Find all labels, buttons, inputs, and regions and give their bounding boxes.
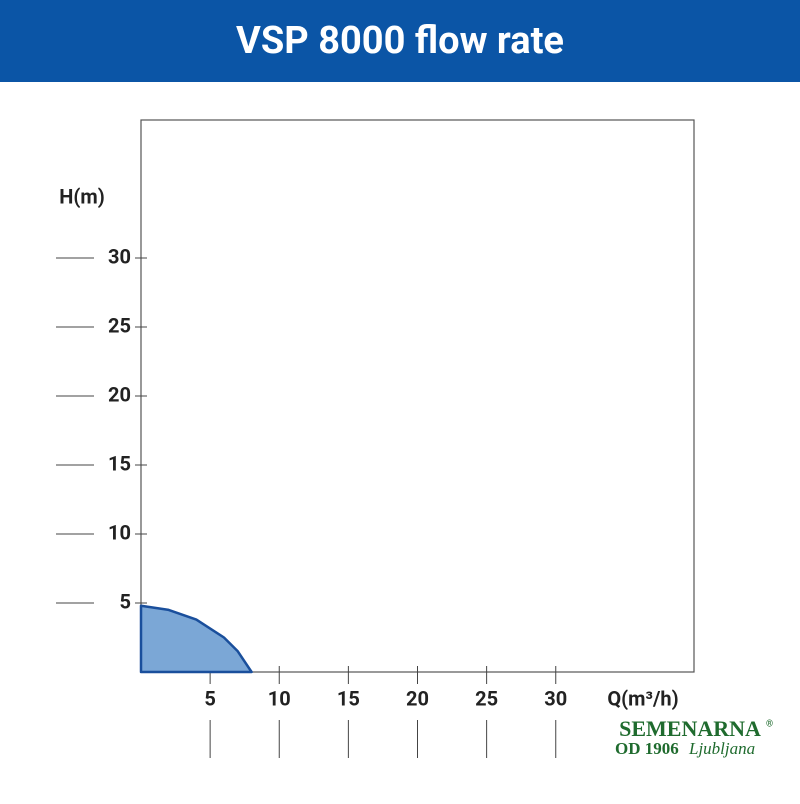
x-tick-label: 30 [544,686,567,710]
y-tick-label: 5 [120,589,131,613]
y-tick-label: 15 [108,451,131,475]
logo-mark: ® [766,719,773,729]
y-tick-label: 25 [108,313,131,337]
logo-name: SEMENARNA [619,716,761,741]
area [141,605,252,672]
header-band [0,0,800,82]
logo-since: OD 1906 [615,739,679,758]
chart-title: VSP 8000 flow rate [236,19,564,63]
y-axis-label: H(m) [59,184,104,208]
x-tick-label: 5 [204,686,215,710]
y-tick-label: 30 [108,244,131,268]
y-tick-label: 10 [108,520,131,544]
x-tick-label: 10 [268,686,291,710]
y-tick-label: 20 [108,382,131,406]
area-line [139,604,253,674]
x-tick-label: 25 [475,686,498,710]
x-tick-label: 20 [406,686,429,710]
plot-frame [140,119,695,673]
logo-city: Ljubljana [688,739,755,758]
x-axis-label: Q(m³/h) [607,686,678,710]
x-tick-label: 15 [337,686,360,710]
